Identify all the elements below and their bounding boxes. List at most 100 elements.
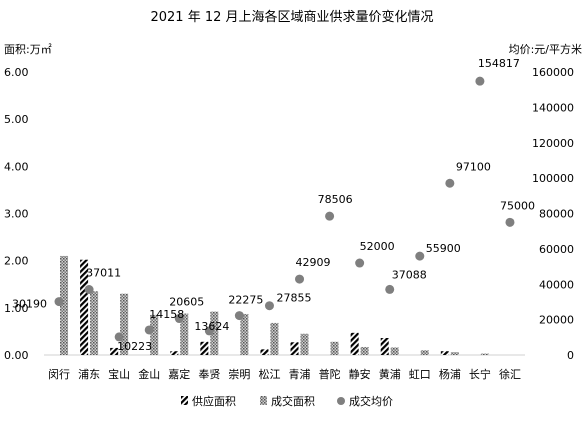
deal-area-bar — [90, 291, 99, 355]
avg-price-point — [204, 326, 214, 336]
deal-area-bar — [60, 255, 69, 355]
right-tick-label: 80000 — [539, 208, 574, 221]
avg-price-label: 52000 — [360, 240, 395, 253]
supply-area-bar — [440, 351, 449, 355]
category-label: 杨浦 — [439, 367, 461, 381]
avg-price-label: 42909 — [296, 256, 331, 269]
legend-label: 成交均价 — [349, 394, 393, 408]
left-tick-label: 0.00 — [4, 349, 29, 362]
avg-price-point — [325, 211, 335, 221]
avg-price-label: 10223 — [117, 340, 152, 353]
legend: 供应面积 成交面积 成交均价 — [181, 394, 393, 408]
left-axis-unit: 面积:万㎡ — [4, 43, 52, 56]
chart-title: 2021 年 12 月上海各区域商业供求量价变化情况 — [150, 9, 433, 25]
category-label: 青浦 — [289, 368, 311, 381]
avg-price-label: 37088 — [392, 268, 427, 281]
avg-price-label: 30190 — [12, 298, 47, 311]
supply-area-bar — [200, 341, 209, 355]
legend-swatch — [181, 396, 188, 405]
avg-price-point — [114, 332, 124, 342]
supply-area-bar — [290, 342, 299, 355]
legend-swatch — [337, 397, 345, 405]
right-tick-label: 140000 — [532, 101, 574, 114]
avg-price-label: 78506 — [318, 193, 353, 206]
right-axis-unit: 均价:元/平方米 — [509, 42, 582, 56]
avg-price-point — [264, 301, 274, 311]
avg-price-point — [385, 284, 395, 294]
avg-price-label: 27855 — [276, 292, 311, 305]
left-tick-label: 1.00 — [4, 302, 29, 315]
deal-area-bar — [120, 293, 129, 355]
avg-price-series — [54, 76, 515, 342]
category-label: 徐汇 — [499, 367, 521, 381]
deal-area-bar — [180, 313, 189, 355]
category-label: 普陀 — [319, 367, 341, 381]
category-label: 长宁 — [469, 367, 491, 381]
avg-price-label: 55900 — [426, 242, 461, 255]
deal-area-bar — [300, 333, 309, 355]
category-label: 浦东 — [78, 368, 100, 381]
avg-price-label: 20605 — [169, 296, 204, 309]
category-label: 嘉定 — [168, 367, 190, 381]
left-axis-ticks: 0.00 1.00 2.00 3.00 4.00 5.00 6.00 — [4, 66, 29, 362]
right-tick-label: 40000 — [539, 278, 574, 291]
deal-area-series — [60, 255, 489, 355]
avg-price-label: 22275 — [228, 294, 263, 307]
avg-price-point — [475, 76, 485, 86]
right-tick-label: 160000 — [532, 66, 574, 79]
right-tick-label: 100000 — [532, 172, 574, 185]
supply-area-bar — [350, 332, 359, 355]
left-tick-label: 3.00 — [4, 208, 29, 221]
left-tick-label: 2.00 — [4, 255, 29, 268]
avg-price-label: 75000 — [500, 199, 535, 212]
deal-area-bar — [270, 322, 279, 355]
left-tick-label: 6.00 — [4, 66, 29, 79]
legend-swatch — [260, 396, 267, 405]
supply-area-bar — [80, 259, 89, 355]
deal-area-bar — [420, 350, 429, 355]
category-label: 静安 — [349, 367, 371, 381]
avg-price-point — [415, 251, 425, 261]
category-labels: 闵行 浦东 宝山 金山 嘉定 奉贤 崇明 松江 青浦 普陀 静安 黄浦 虹口 杨浦 长宁 徐汇 — [48, 367, 521, 381]
category-label: 奉贤 — [198, 367, 220, 381]
avg-price-point — [144, 325, 154, 335]
deal-area-bar — [150, 314, 159, 355]
right-tick-label: 60000 — [539, 243, 574, 256]
avg-price-point — [84, 285, 94, 295]
supply-area-bar — [170, 351, 179, 355]
category-label: 黄浦 — [379, 367, 401, 381]
avg-price-point — [174, 314, 184, 324]
avg-price-label: 97100 — [456, 160, 491, 173]
avg-price-label: 13624 — [194, 320, 229, 333]
supply-area-bar — [260, 349, 269, 355]
avg-price-label: 154817 — [478, 57, 520, 70]
avg-price-point — [505, 217, 515, 227]
supply-area-bar — [110, 347, 119, 355]
avg-price-point — [234, 311, 244, 321]
supply-area-series — [80, 259, 449, 355]
avg-price-point — [54, 297, 64, 307]
category-label: 闵行 — [48, 367, 70, 381]
category-label: 金山 — [138, 367, 160, 381]
avg-price-label: 14158 — [149, 308, 184, 321]
legend-label: 成交面积 — [271, 394, 315, 408]
category-label: 崇明 — [228, 368, 250, 381]
avg-price-point — [355, 258, 365, 268]
deal-area-bar — [240, 313, 249, 355]
right-tick-label: 0 — [567, 349, 574, 362]
right-axis-ticks: 0 20000 40000 60000 80000 100000 120000 140000 1… — [532, 66, 574, 362]
category-label: 虹口 — [409, 368, 431, 381]
avg-price-point — [445, 178, 455, 188]
supply-area-bar — [380, 338, 389, 355]
legend-label: 供应面积 — [192, 394, 236, 408]
deal-area-bar — [390, 347, 399, 355]
deal-area-bar — [360, 346, 369, 355]
category-label: 宝山 — [108, 367, 130, 381]
deal-area-bar — [330, 341, 339, 355]
category-label: 松江 — [258, 367, 280, 381]
deal-area-bar — [480, 353, 489, 355]
left-tick-label: 5.00 — [4, 113, 29, 126]
deal-area-bar — [210, 311, 219, 355]
